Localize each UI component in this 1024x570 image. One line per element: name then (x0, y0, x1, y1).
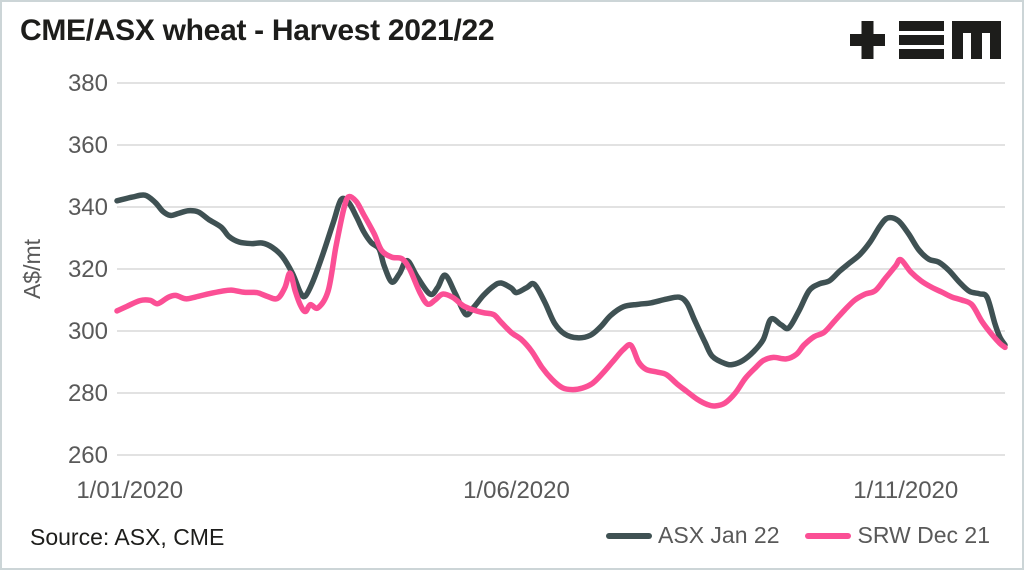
chart-footer: Source: ASX, CME ASX Jan 22 SRW Dec 21 (2, 522, 1022, 552)
series-line-asx (114, 192, 1008, 368)
plus-icon (850, 21, 885, 59)
asx-line-swatch (606, 532, 653, 539)
legend: ASX Jan 22 SRW Dec 21 (606, 522, 990, 549)
m-glyph-icon (952, 21, 1001, 59)
x-tick-label: 1/01/2020 (76, 477, 183, 504)
y-tick-label: 340 (68, 194, 108, 221)
source-note: Source: ASX, CME (30, 524, 225, 550)
y-tick-label: 260 (68, 442, 108, 469)
legend-label-srw: SRW Dec 21 (857, 522, 990, 548)
x-tick-label: 1/11/2020 (853, 477, 958, 504)
y-tick-label: 280 (68, 380, 108, 407)
page-title: CME/ASX wheat - Harvest 2021/22 (20, 14, 495, 47)
legend-item-srw: SRW Dec 21 (805, 522, 990, 549)
legend-item-asx: ASX Jan 22 (606, 522, 779, 549)
y-tick-label: 380 (68, 70, 108, 97)
srw-line-swatch (805, 532, 852, 539)
tem-logo (850, 21, 1001, 59)
legend-label-asx: ASX Jan 22 (658, 522, 780, 548)
triple-bars-icon (899, 21, 944, 59)
series-line-srw (114, 193, 1008, 409)
y-tick-label: 360 (68, 132, 108, 159)
y-tick-label: 300 (68, 318, 108, 345)
y-axis-title: A$/mt (19, 238, 45, 299)
y-tick-label: 320 (68, 256, 108, 283)
x-tick-label: 1/06/2020 (463, 477, 570, 504)
